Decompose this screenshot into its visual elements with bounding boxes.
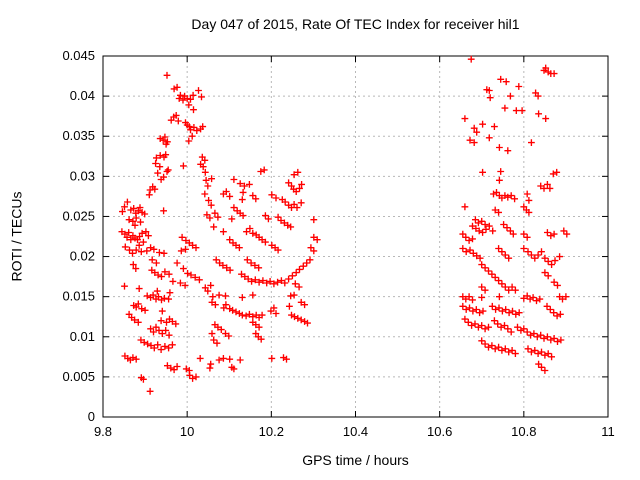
y-tick-label: 0.035	[62, 128, 95, 143]
data-point-markers	[118, 55, 571, 395]
y-tick-label: 0.025	[62, 208, 95, 223]
chart-title: Day 047 of 2015, Rate Of TEC Index for r…	[191, 16, 520, 32]
x-tick-label: 10.8	[511, 424, 536, 439]
x-tick-label: 10.2	[259, 424, 284, 439]
x-tick-label: 10	[180, 424, 194, 439]
y-tick-label: 0.04	[70, 88, 95, 103]
x-tick-label: 9.8	[94, 424, 112, 439]
y-tick-label: 0.01	[70, 329, 95, 344]
y-tick-label: 0.005	[62, 369, 95, 384]
y-tick-label: 0.045	[62, 48, 95, 63]
x-axis-label: GPS time / hours	[302, 452, 409, 468]
x-tick-label: 10.4	[343, 424, 368, 439]
y-axis-label: ROTI / TECUs	[8, 191, 25, 282]
x-tick-label: 11	[601, 424, 615, 439]
y-tick-label: 0.03	[70, 168, 95, 183]
y-tick-label: 0.015	[62, 289, 95, 304]
y-tick-label: 0.02	[70, 249, 95, 264]
x-tick-label: 10.6	[427, 424, 452, 439]
y-tick-label: 0	[88, 409, 95, 424]
